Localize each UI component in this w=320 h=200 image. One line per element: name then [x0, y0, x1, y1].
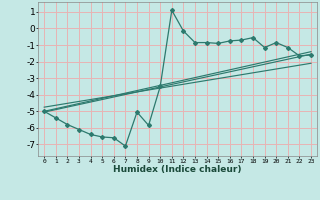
X-axis label: Humidex (Indice chaleur): Humidex (Indice chaleur) [113, 165, 242, 174]
